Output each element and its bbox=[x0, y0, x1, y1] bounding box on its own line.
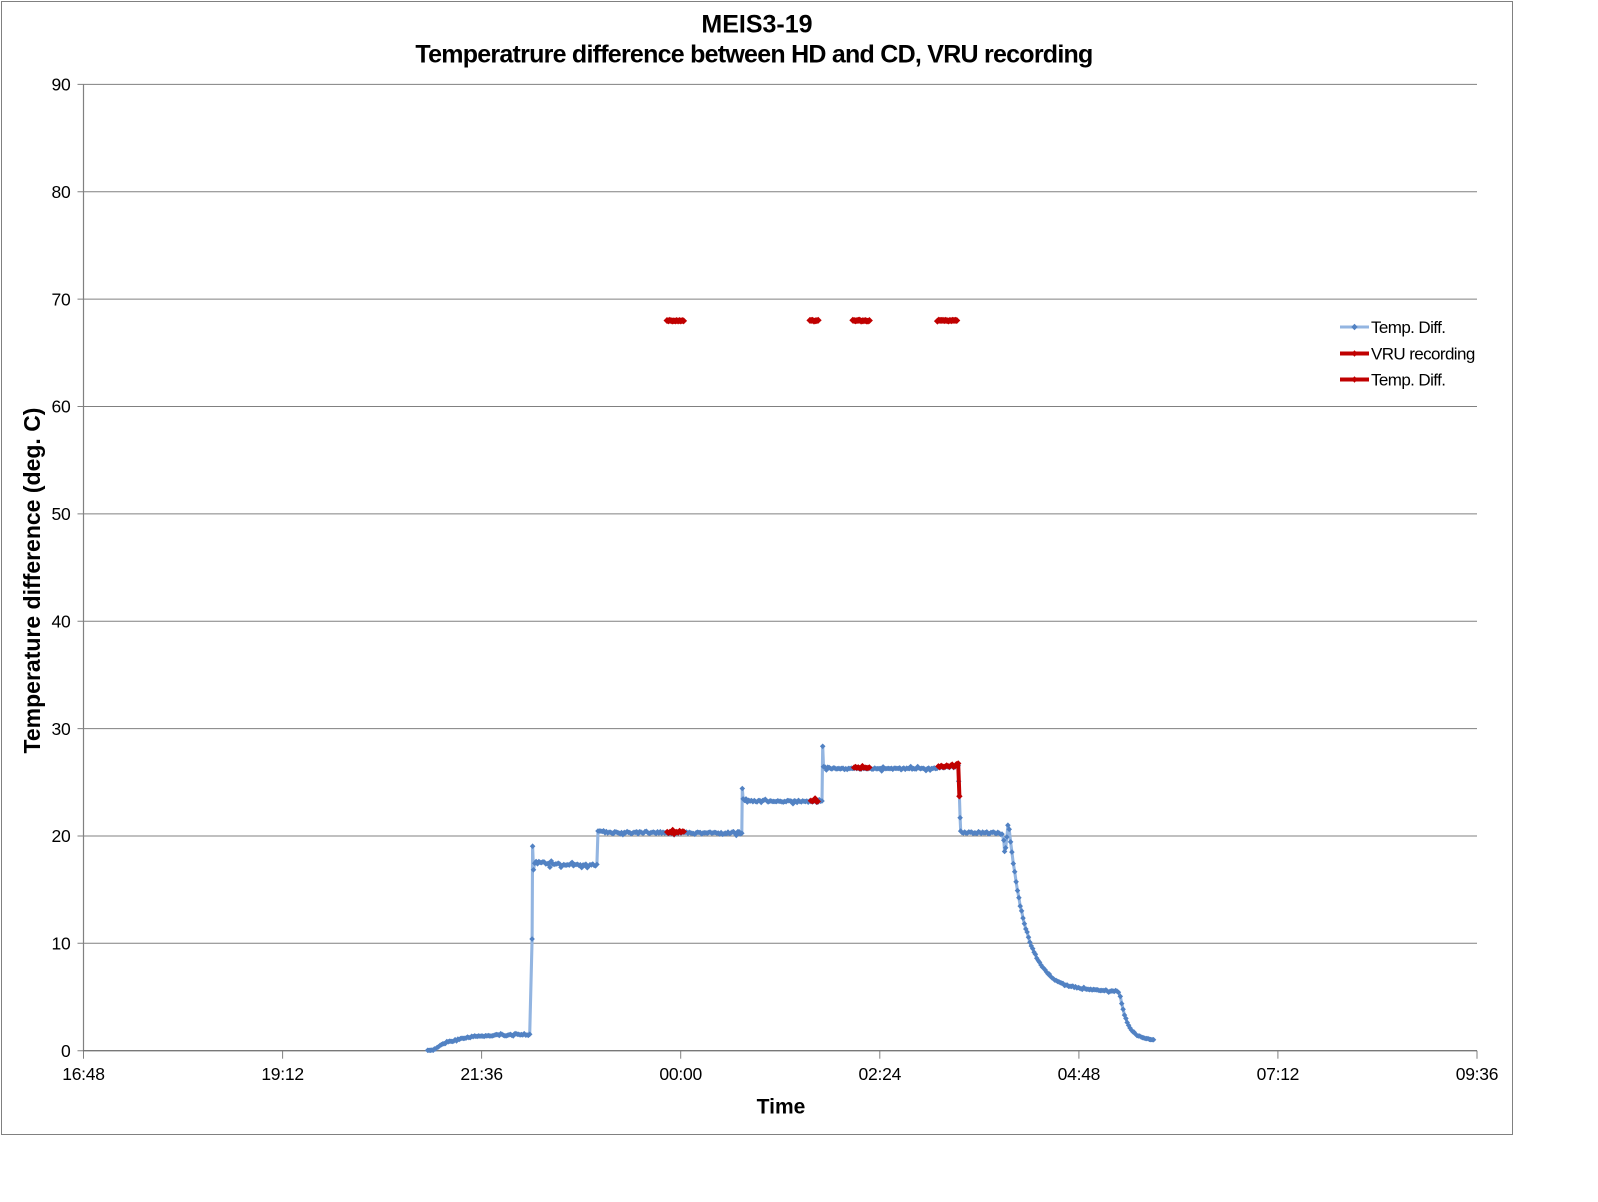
svg-text:70: 70 bbox=[52, 289, 71, 309]
svg-text:07:12: 07:12 bbox=[1257, 1064, 1300, 1084]
svg-text:90: 90 bbox=[52, 75, 71, 95]
svg-text:Time: Time bbox=[757, 1096, 806, 1119]
svg-text:21:36: 21:36 bbox=[460, 1064, 503, 1084]
svg-text:50: 50 bbox=[52, 504, 71, 524]
svg-text:10: 10 bbox=[52, 934, 71, 954]
svg-text:MEIS3-19: MEIS3-19 bbox=[701, 11, 812, 39]
svg-text:02:24: 02:24 bbox=[859, 1064, 902, 1084]
svg-text:VRU recording: VRU recording bbox=[1371, 345, 1475, 364]
svg-text:30: 30 bbox=[52, 719, 71, 739]
svg-text:Temp. Diff.: Temp. Diff. bbox=[1371, 318, 1445, 337]
svg-text:Temp. Diff.: Temp. Diff. bbox=[1371, 371, 1445, 390]
svg-text:Temperatrure difference betwee: Temperatrure difference between HD and C… bbox=[415, 41, 1092, 69]
svg-text:04:48: 04:48 bbox=[1058, 1064, 1101, 1084]
svg-text:09:36: 09:36 bbox=[1456, 1064, 1499, 1084]
svg-text:16:48: 16:48 bbox=[62, 1064, 105, 1084]
svg-text:Temperature difference (deg. C: Temperature difference (deg. C) bbox=[19, 408, 45, 754]
svg-text:19:12: 19:12 bbox=[261, 1064, 304, 1084]
svg-text:20: 20 bbox=[52, 826, 71, 846]
svg-text:80: 80 bbox=[52, 182, 71, 202]
svg-text:60: 60 bbox=[52, 397, 71, 417]
svg-text:00:00: 00:00 bbox=[659, 1064, 702, 1084]
svg-text:0: 0 bbox=[61, 1041, 71, 1061]
svg-text:40: 40 bbox=[52, 611, 71, 631]
